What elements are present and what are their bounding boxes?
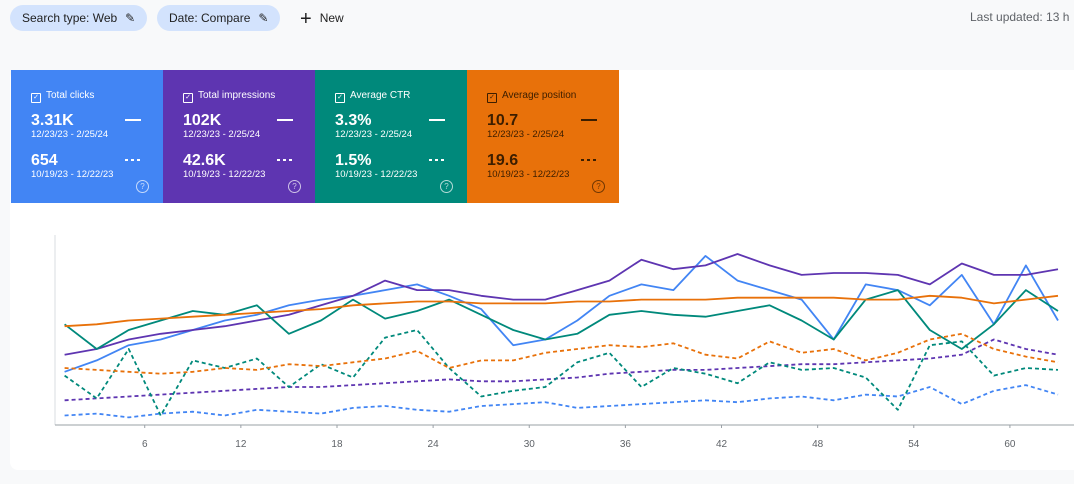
- previous-value: 19.6: [487, 152, 519, 169]
- checkbox: ✓: [487, 93, 497, 103]
- current-period-line: [64, 294, 1059, 328]
- dashed-line-key: [277, 159, 293, 161]
- metric-label: Total clicks: [46, 90, 95, 101]
- dashed-line-key: [581, 159, 597, 161]
- edit-icon: ✎: [258, 11, 269, 25]
- previous-period-line: [64, 338, 1059, 402]
- new-filter-button[interactable]: + New: [300, 5, 344, 31]
- previous-range: 10/19/23 - 12/22/23: [183, 169, 266, 180]
- current-range: 12/23/23 - 2/25/24: [487, 129, 565, 140]
- current-value: 10.7: [487, 112, 519, 129]
- help-icon: ?: [136, 180, 149, 193]
- metric-card[interactable]: ✓ Total impressions 102K 12/23/23 - 2/25/24…: [163, 70, 315, 203]
- previous-value-row: 1.5%: [335, 152, 447, 169]
- filter-chip[interactable]: Search type: Web ✎: [10, 5, 148, 31]
- x-tick-label: 18: [331, 439, 343, 450]
- current-value: 3.31K: [31, 112, 74, 129]
- previous-period-line: [64, 384, 1059, 419]
- previous-value-row: 19.6: [487, 152, 599, 169]
- dashed-line-key: [125, 159, 141, 161]
- metric-label-row: ✓ Average position: [487, 90, 599, 104]
- x-tick-label: 6: [142, 439, 148, 450]
- previous-period-line: [64, 332, 1059, 375]
- previous-range: 10/19/23 - 12/22/23: [335, 169, 418, 180]
- last-updated: Last updated: 13 h: [970, 10, 1070, 24]
- previous-range: 10/19/23 - 12/22/23: [487, 169, 570, 180]
- help-icon: ?: [592, 180, 605, 193]
- x-tick-label: 42: [716, 439, 728, 450]
- chip-label: Search type: Web: [22, 11, 118, 25]
- x-tick-label: 12: [235, 439, 247, 450]
- chip-label: Date: Compare: [169, 11, 251, 25]
- current-period-line: [64, 289, 1059, 350]
- current-value-row: 102K: [183, 112, 295, 129]
- previous-range: 10/19/23 - 12/22/23: [31, 169, 114, 180]
- metric-card[interactable]: ✓ Average position 10.7 12/23/23 - 2/25/24 1…: [467, 70, 619, 203]
- solid-line-key: [277, 119, 293, 121]
- current-value-row: 10.7: [487, 112, 599, 129]
- x-tick-label: 30: [524, 439, 536, 450]
- previous-value-row: 42.6K: [183, 152, 295, 169]
- performance-chart: 6 12 18 24 30 36 42 48 54 60: [54, 235, 1074, 450]
- current-value: 3.3%: [335, 112, 372, 129]
- metric-label: Average position: [502, 90, 577, 101]
- x-tick-label: 60: [1004, 439, 1016, 450]
- help-icon: ?: [288, 180, 301, 193]
- current-value-row: 3.3%: [335, 112, 447, 129]
- current-range: 12/23/23 - 2/25/24: [31, 129, 109, 140]
- plus-icon: +: [300, 8, 312, 30]
- metric-label-row: ✓ Total clicks: [31, 90, 143, 104]
- dashed-line-key: [429, 159, 445, 161]
- checkbox: ✓: [31, 93, 41, 103]
- current-period-line: [64, 253, 1059, 356]
- metric-card[interactable]: ✓ Total clicks 3.31K 12/23/23 - 2/25/24 654 1…: [11, 70, 163, 203]
- metric-label-row: ✓ Total impressions: [183, 90, 295, 104]
- edit-icon: ✎: [125, 11, 136, 25]
- previous-period-line: [64, 329, 1059, 417]
- solid-line-key: [581, 119, 597, 121]
- previous-value: 1.5%: [335, 152, 372, 169]
- solid-line-key: [429, 119, 445, 121]
- button-label: New: [319, 11, 344, 25]
- metric-label: Average CTR: [350, 90, 411, 101]
- previous-value: 42.6K: [183, 152, 226, 169]
- current-period-line: [64, 255, 1059, 373]
- checkbox: ✓: [335, 93, 345, 103]
- metric-card[interactable]: ✓ Average CTR 3.3% 12/23/23 - 2/25/24 1.5% 10…: [315, 70, 467, 203]
- current-range: 12/23/23 - 2/25/24: [335, 129, 413, 140]
- metric-label: Total impressions: [198, 90, 276, 101]
- current-value-row: 3.31K: [31, 112, 143, 129]
- x-tick-label: 48: [812, 439, 824, 450]
- current-value: 102K: [183, 112, 222, 129]
- filter-chip[interactable]: Date: Compare ✎: [157, 5, 281, 31]
- current-range: 12/23/23 - 2/25/24: [183, 129, 261, 140]
- solid-line-key: [125, 119, 141, 121]
- x-tick-label: 24: [428, 439, 440, 450]
- help-icon: ?: [440, 180, 453, 193]
- previous-value: 654: [31, 152, 58, 169]
- previous-value-row: 654: [31, 152, 143, 169]
- x-tick-label: 54: [908, 439, 920, 450]
- checkbox: ✓: [183, 93, 193, 103]
- x-tick-label: 36: [620, 439, 632, 450]
- metric-label-row: ✓ Average CTR: [335, 90, 447, 104]
